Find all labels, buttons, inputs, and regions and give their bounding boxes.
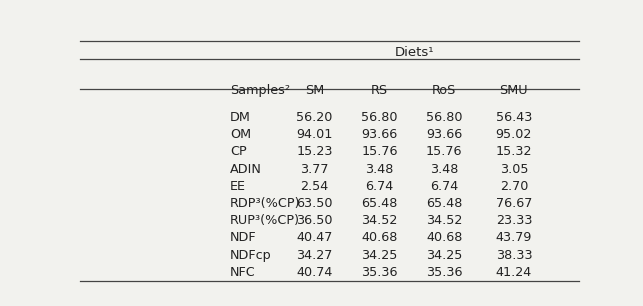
Text: 34.52: 34.52: [361, 214, 397, 227]
Text: 3.48: 3.48: [365, 162, 394, 176]
Text: 6.74: 6.74: [430, 180, 458, 193]
Text: 95.02: 95.02: [496, 128, 532, 141]
Text: 15.76: 15.76: [361, 145, 397, 158]
Text: NDF: NDF: [230, 231, 257, 244]
Text: 38.33: 38.33: [496, 248, 532, 262]
Text: 6.74: 6.74: [365, 180, 394, 193]
Text: 56.43: 56.43: [496, 111, 532, 124]
Text: 40.74: 40.74: [296, 266, 333, 279]
Text: 15.23: 15.23: [296, 145, 333, 158]
Text: 3.77: 3.77: [300, 162, 329, 176]
Text: 93.66: 93.66: [361, 128, 397, 141]
Text: NFC: NFC: [230, 266, 256, 279]
Text: 56.80: 56.80: [426, 111, 462, 124]
Text: ADIN: ADIN: [230, 162, 262, 176]
Text: 15.76: 15.76: [426, 145, 462, 158]
Text: 41.24: 41.24: [496, 266, 532, 279]
Text: 65.48: 65.48: [426, 197, 462, 210]
Text: 2.70: 2.70: [500, 180, 528, 193]
Text: 76.67: 76.67: [496, 197, 532, 210]
Text: Samples²: Samples²: [230, 84, 290, 97]
Text: RoS: RoS: [432, 84, 457, 97]
Text: 40.68: 40.68: [426, 231, 462, 244]
Text: 65.48: 65.48: [361, 197, 397, 210]
Text: 3.05: 3.05: [500, 162, 528, 176]
Text: 56.80: 56.80: [361, 111, 397, 124]
Text: 35.36: 35.36: [426, 266, 462, 279]
Text: 23.33: 23.33: [496, 214, 532, 227]
Text: OM: OM: [230, 128, 251, 141]
Text: 43.79: 43.79: [496, 231, 532, 244]
Text: 15.32: 15.32: [496, 145, 532, 158]
Text: EE: EE: [230, 180, 246, 193]
Text: 63.50: 63.50: [296, 197, 333, 210]
Text: NDFcp: NDFcp: [230, 248, 271, 262]
Text: 36.50: 36.50: [296, 214, 333, 227]
Text: DM: DM: [230, 111, 251, 124]
Text: Diets¹: Diets¹: [395, 46, 434, 59]
Text: 3.48: 3.48: [430, 162, 458, 176]
Text: 2.54: 2.54: [300, 180, 329, 193]
Text: SM: SM: [305, 84, 324, 97]
Text: 94.01: 94.01: [296, 128, 333, 141]
Text: 34.27: 34.27: [296, 248, 333, 262]
Text: SMU: SMU: [500, 84, 529, 97]
Text: 93.66: 93.66: [426, 128, 462, 141]
Text: CP: CP: [230, 145, 247, 158]
Text: 34.25: 34.25: [361, 248, 397, 262]
Text: RDP³(%CP): RDP³(%CP): [230, 197, 300, 210]
Text: 35.36: 35.36: [361, 266, 397, 279]
Text: 56.20: 56.20: [296, 111, 333, 124]
Text: RUP³(%CP): RUP³(%CP): [230, 214, 300, 227]
Text: 40.47: 40.47: [296, 231, 333, 244]
Text: 40.68: 40.68: [361, 231, 397, 244]
Text: 34.25: 34.25: [426, 248, 462, 262]
Text: RS: RS: [371, 84, 388, 97]
Text: 34.52: 34.52: [426, 214, 462, 227]
